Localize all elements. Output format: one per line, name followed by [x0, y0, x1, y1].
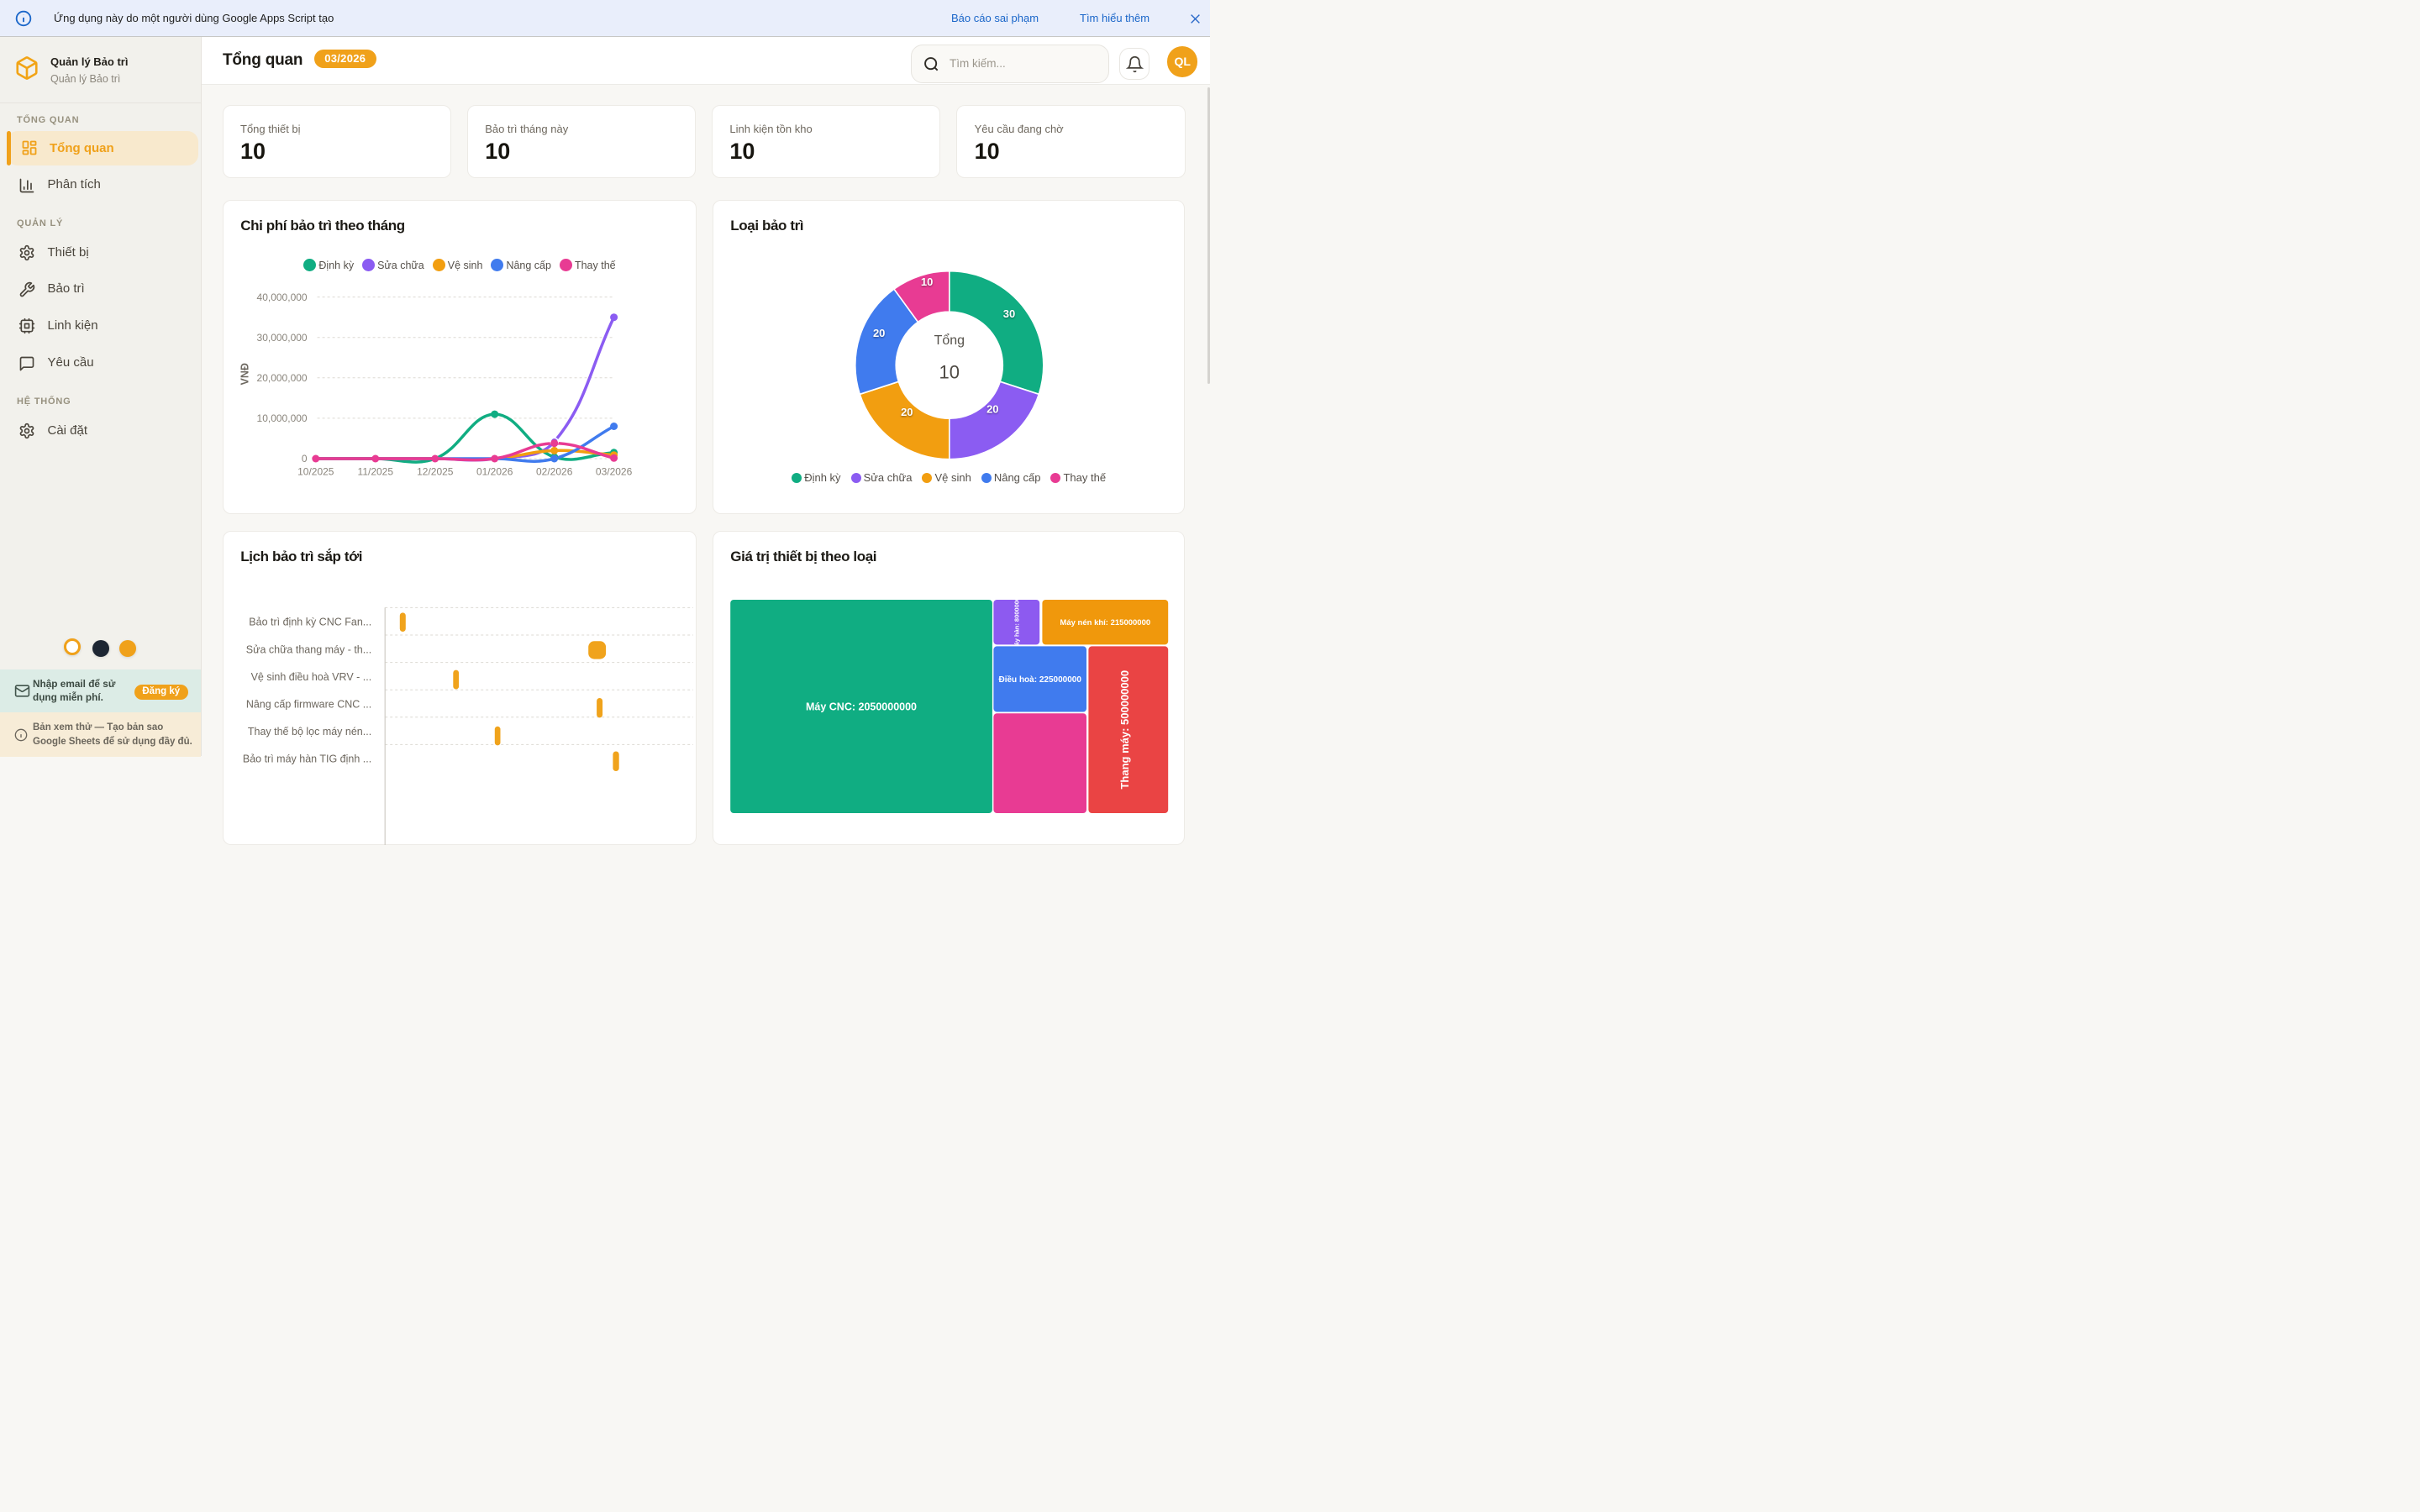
- svg-text:VNĐ: VNĐ: [239, 363, 250, 385]
- svg-text:Nâng cấp firmware CNC ...: Nâng cấp firmware CNC ...: [246, 699, 371, 711]
- svg-text:10: 10: [921, 276, 933, 288]
- svg-text:Máy CNC: 2050000000: Máy CNC: 2050000000: [806, 701, 917, 713]
- svg-text:20,000,000: 20,000,000: [256, 372, 307, 384]
- svg-text:Bảo trì máy hàn TIG định ...: Bảo trì máy hàn TIG định ...: [243, 753, 371, 765]
- svg-text:Máy nén khí: 215000000: Máy nén khí: 215000000: [1060, 618, 1150, 627]
- svg-text:20: 20: [873, 327, 885, 339]
- svg-text:Vệ sinh điều hoà VRV - ...: Vệ sinh điều hoà VRV - ...: [250, 671, 371, 683]
- svg-text:Thang máy: 500000000: Thang máy: 500000000: [1118, 670, 1131, 790]
- svg-text:Tổng: Tổng: [934, 333, 964, 348]
- svg-text:02/2026: 02/2026: [536, 465, 573, 477]
- svg-text:10: 10: [939, 362, 959, 383]
- svg-text:30,000,000: 30,000,000: [256, 332, 307, 344]
- svg-text:Sửa chữa thang máy - th...: Sửa chữa thang máy - th...: [246, 643, 371, 655]
- svg-text:30: 30: [1003, 307, 1015, 320]
- svg-text:10/2025: 10/2025: [297, 465, 334, 477]
- svg-text:10,000,000: 10,000,000: [256, 412, 307, 424]
- svg-text:20: 20: [901, 406, 913, 418]
- svg-text:Bảo trì định kỳ CNC Fan...: Bảo trì định kỳ CNC Fan...: [249, 617, 371, 628]
- svg-text:40,000,000: 40,000,000: [256, 291, 307, 303]
- svg-text:Máy hàn: 80000000: Máy hàn: 80000000: [1013, 594, 1020, 651]
- svg-text:Điều hoà: 225000000: Điều hoà: 225000000: [998, 675, 1081, 685]
- svg-text:Thay thế bộ lọc máy nén...: Thay thế bộ lọc máy nén...: [248, 726, 371, 738]
- svg-text:20: 20: [986, 403, 998, 416]
- svg-text:0: 0: [302, 453, 308, 465]
- svg-text:11/2025: 11/2025: [357, 465, 393, 477]
- svg-text:03/2026: 03/2026: [596, 465, 633, 477]
- svg-text:01/2026: 01/2026: [476, 465, 513, 477]
- svg-text:12/2025: 12/2025: [417, 465, 454, 477]
